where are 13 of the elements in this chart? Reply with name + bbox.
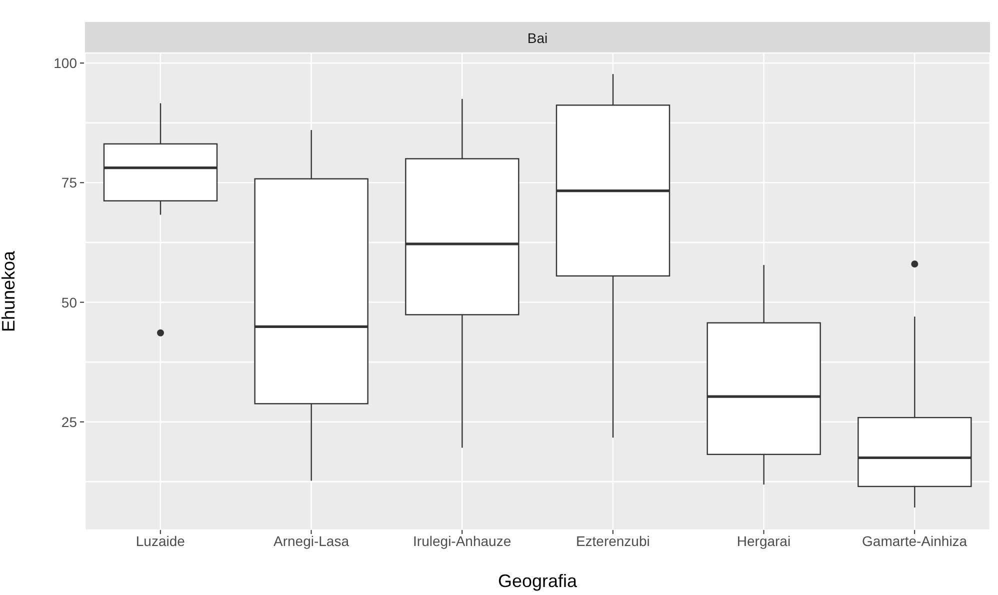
x-tick-label: Irulegi-Anhauze	[413, 532, 512, 549]
x-axis-title: Geografia	[498, 571, 578, 591]
chart-title: Bai	[85, 22, 990, 53]
x-tick-label: Gamarte-Ainhiza	[862, 532, 968, 549]
x-tick-label: Hergarai	[736, 532, 791, 549]
y-tick-label: 25	[61, 414, 78, 430]
x-tick-label: Luzaide	[136, 532, 186, 549]
x-tick-label: Ezterenzubi	[576, 532, 650, 549]
y-tick-label: 75	[61, 174, 78, 191]
y-axis-title: Ehunekoa	[0, 250, 18, 332]
y-tick-label: 50	[61, 294, 78, 310]
x-tick-label: Arnegi-Lasa	[274, 532, 350, 549]
y-tick-label: 100	[54, 55, 78, 72]
